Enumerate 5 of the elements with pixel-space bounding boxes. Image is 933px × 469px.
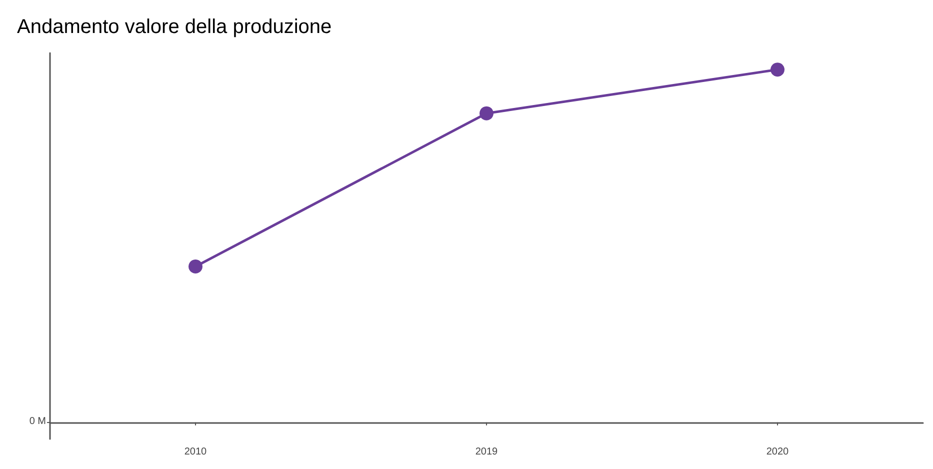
text: 0 M <box>29 416 46 427</box>
chart-title: Andamento valore della produzione <box>17 16 332 38</box>
x-tick-label: 2010 <box>184 446 208 458</box>
x-tick-label: 2019 <box>475 446 498 458</box>
x-tick-label: 2020 <box>766 446 790 458</box>
